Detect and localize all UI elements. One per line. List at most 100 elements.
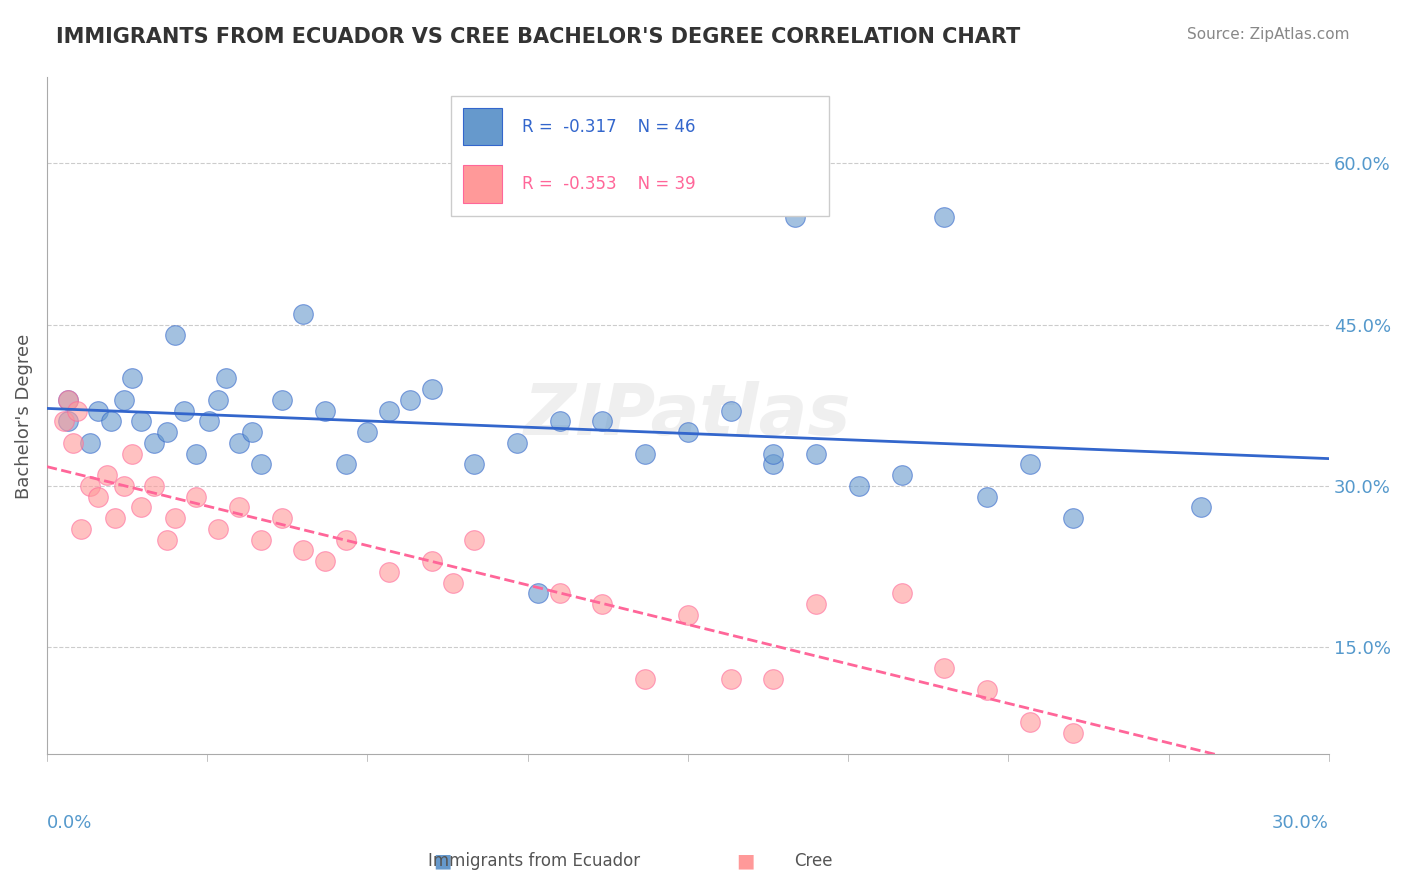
Point — [804, 597, 827, 611]
Point — [762, 458, 785, 472]
Point — [1018, 715, 1040, 730]
Point — [783, 210, 806, 224]
Bar — [463, 165, 502, 202]
Point — [249, 533, 271, 547]
Point — [1062, 726, 1084, 740]
Point — [976, 490, 998, 504]
Point — [720, 672, 742, 686]
Point — [506, 435, 529, 450]
Point — [207, 392, 229, 407]
Point — [762, 672, 785, 686]
Point — [207, 522, 229, 536]
Point — [142, 479, 165, 493]
Point — [100, 414, 122, 428]
Point — [292, 543, 315, 558]
Point — [720, 403, 742, 417]
Point — [79, 479, 101, 493]
Point — [527, 586, 550, 600]
FancyBboxPatch shape — [451, 95, 828, 216]
Point — [66, 403, 89, 417]
Point — [62, 435, 84, 450]
Point — [271, 511, 294, 525]
Point — [53, 414, 76, 428]
Text: IMMIGRANTS FROM ECUADOR VS CREE BACHELOR'S DEGREE CORRELATION CHART: IMMIGRANTS FROM ECUADOR VS CREE BACHELOR… — [56, 27, 1021, 46]
Point — [292, 307, 315, 321]
Point — [249, 458, 271, 472]
Point — [548, 414, 571, 428]
Point — [420, 382, 443, 396]
Point — [335, 533, 357, 547]
Point — [112, 392, 135, 407]
Point — [173, 403, 195, 417]
Point — [228, 500, 250, 515]
Point — [420, 554, 443, 568]
Text: 30.0%: 30.0% — [1272, 814, 1329, 831]
Text: Immigrants from Ecuador: Immigrants from Ecuador — [429, 852, 640, 870]
Point — [335, 458, 357, 472]
Point — [378, 403, 401, 417]
Point — [271, 392, 294, 407]
Point — [890, 468, 912, 483]
Text: 0.0%: 0.0% — [46, 814, 93, 831]
Point — [399, 392, 422, 407]
Point — [592, 597, 614, 611]
Point — [463, 458, 485, 472]
Point — [634, 672, 657, 686]
Point — [70, 522, 93, 536]
Point — [592, 414, 614, 428]
Point — [1189, 500, 1212, 515]
Point — [165, 328, 187, 343]
Point — [463, 533, 485, 547]
Point — [96, 468, 118, 483]
Point — [1018, 458, 1040, 472]
Point — [121, 371, 143, 385]
Text: Cree: Cree — [794, 852, 832, 870]
Point — [976, 682, 998, 697]
Point — [129, 500, 152, 515]
Point — [58, 392, 80, 407]
Text: R =  -0.317    N = 46: R = -0.317 N = 46 — [522, 118, 695, 136]
Point — [186, 490, 208, 504]
Point — [240, 425, 263, 439]
Point — [934, 661, 956, 675]
Point — [762, 446, 785, 460]
Text: ZIPatlas: ZIPatlas — [524, 382, 852, 450]
Point — [58, 392, 80, 407]
Point — [58, 414, 80, 428]
Point — [104, 511, 127, 525]
Point — [676, 607, 699, 622]
Bar — [463, 108, 502, 145]
Point — [356, 425, 378, 439]
Point — [890, 586, 912, 600]
Point — [378, 565, 401, 579]
Point — [215, 371, 238, 385]
Point — [934, 210, 956, 224]
Point — [142, 435, 165, 450]
Point — [314, 403, 336, 417]
Point — [121, 446, 143, 460]
Point — [112, 479, 135, 493]
Text: ■: ■ — [735, 851, 755, 871]
Y-axis label: Bachelor's Degree: Bachelor's Degree — [15, 334, 32, 499]
Point — [129, 414, 152, 428]
Point — [441, 575, 464, 590]
Text: Source: ZipAtlas.com: Source: ZipAtlas.com — [1187, 27, 1350, 42]
Text: ■: ■ — [433, 851, 453, 871]
Point — [87, 403, 110, 417]
Point — [548, 586, 571, 600]
Point — [186, 446, 208, 460]
Text: R =  -0.353    N = 39: R = -0.353 N = 39 — [522, 175, 695, 194]
Point — [1062, 511, 1084, 525]
Point — [634, 446, 657, 460]
Point — [155, 533, 177, 547]
Point — [848, 479, 870, 493]
Point — [155, 425, 177, 439]
Point — [804, 446, 827, 460]
Point — [79, 435, 101, 450]
Point — [676, 425, 699, 439]
Point — [228, 435, 250, 450]
Point — [314, 554, 336, 568]
Point — [87, 490, 110, 504]
Point — [165, 511, 187, 525]
Point — [198, 414, 221, 428]
